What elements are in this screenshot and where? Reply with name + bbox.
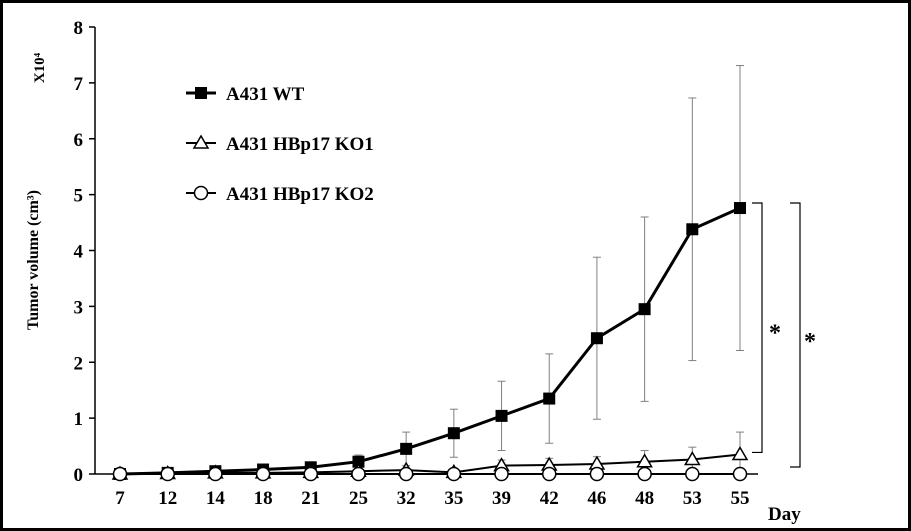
significance-brackets: * * [752, 202, 816, 468]
data-point [686, 223, 699, 236]
series-lines [119, 206, 741, 476]
data-point [160, 466, 175, 482]
y-tick-label: 8 [74, 18, 84, 39]
series-markers [111, 202, 749, 482]
data-point [589, 466, 605, 482]
data-point [208, 466, 223, 482]
series-line [119, 453, 741, 475]
data-point [732, 466, 748, 482]
x-tick-label: 18 [254, 488, 273, 509]
y-tick-label: 1 [74, 409, 84, 430]
data-point [447, 427, 460, 440]
x-tick-label: 53 [683, 488, 702, 509]
y-axis-label: Tumor volume (cm³) [25, 190, 42, 330]
data-point [636, 453, 653, 468]
x-tick-label: 48 [635, 488, 654, 509]
x-tick-label: 42 [540, 488, 559, 509]
data-point [637, 466, 652, 482]
legend-label: A431 WT [226, 84, 305, 105]
x-tick-label: 7 [115, 488, 125, 509]
data-point [351, 466, 366, 482]
data-point [590, 332, 603, 345]
data-point [398, 466, 414, 482]
y-tick-label: 0 [74, 465, 84, 486]
data-point [303, 466, 319, 482]
legend-label: A431 HBp17 KO1 [226, 134, 374, 155]
data-point [193, 185, 209, 201]
x-tick-label: 39 [492, 488, 511, 509]
data-point [731, 445, 749, 461]
x-tick-label: 25 [349, 488, 368, 509]
data-point [195, 87, 207, 99]
significance-star: * [769, 321, 781, 347]
data-point [734, 202, 746, 215]
y-tick-label: 2 [74, 353, 84, 374]
data-point [400, 442, 413, 455]
x-tick-label: 32 [397, 488, 416, 509]
data-point [543, 392, 556, 405]
data-point [685, 466, 700, 482]
series-line [119, 206, 741, 476]
significance-bracket-ko1 [752, 202, 763, 454]
data-point [495, 409, 508, 422]
y-axis-multiplier: X10⁴ [32, 52, 48, 83]
error-bars [163, 65, 744, 475]
y-tick-label: 6 [74, 130, 84, 151]
significance-star: * [804, 329, 816, 355]
y-tick-label: 7 [74, 74, 84, 95]
data-point [684, 450, 701, 466]
data-point [112, 466, 128, 482]
x-tick-label: 21 [301, 488, 320, 509]
data-point [255, 466, 271, 482]
y-tick-label: 3 [74, 297, 84, 318]
data-point [638, 303, 651, 316]
x-tick-label: 46 [587, 488, 606, 509]
data-point [494, 466, 509, 482]
x-tick-label: 14 [206, 488, 226, 509]
x-tick-label: 12 [158, 488, 177, 509]
significance-bracket-ko2 [790, 202, 801, 468]
data-point [541, 466, 557, 482]
y-tick-label: 4 [74, 242, 84, 263]
x-axis-label: Day [768, 504, 801, 525]
data-point [192, 134, 210, 149]
x-tick-label: 55 [731, 488, 750, 509]
legend-label: A431 HBp17 KO2 [226, 184, 374, 205]
x-tick-label: 35 [444, 488, 463, 509]
y-tick-label: 5 [74, 186, 84, 207]
data-point [352, 455, 365, 468]
data-point [446, 466, 462, 482]
legend: A431 WT A431 HBp17 KO1 A431 HBp17 KO2 [186, 84, 374, 205]
